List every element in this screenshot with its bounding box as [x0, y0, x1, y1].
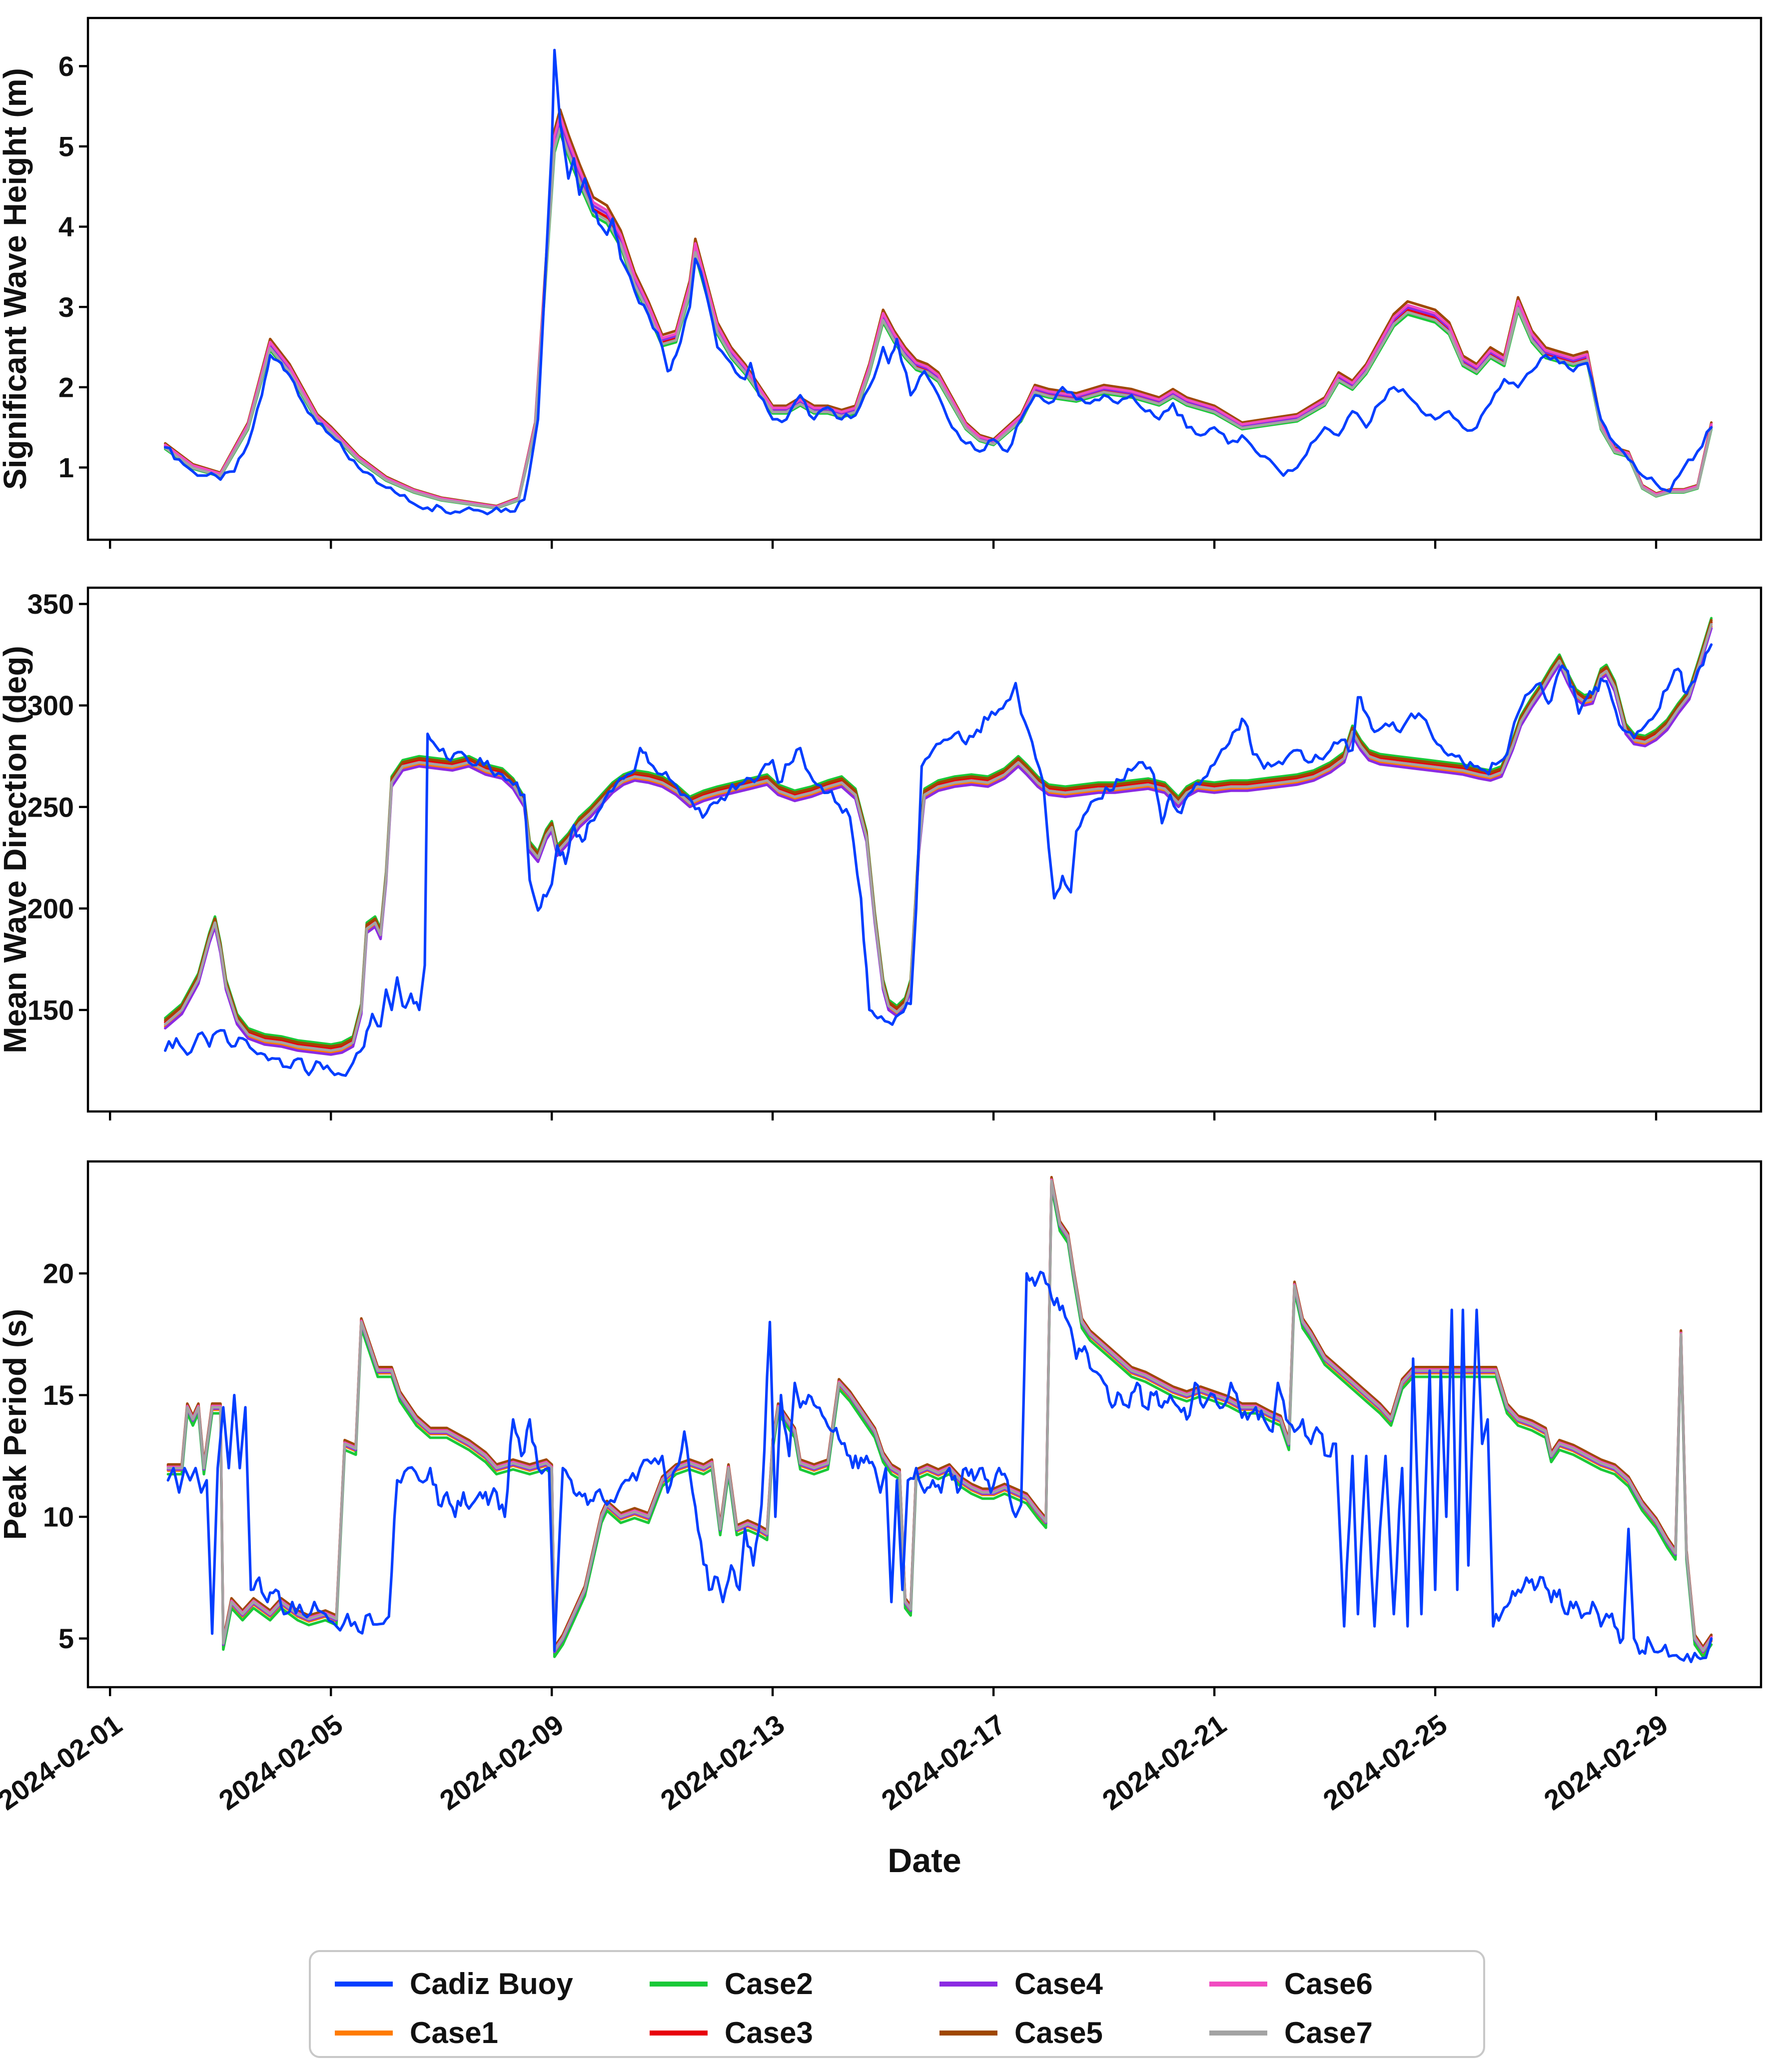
y-axis-label-panel-2: Mean Wave Direction (deg)	[0, 646, 33, 1053]
panel-1-plot-area	[164, 48, 1713, 516]
legend-item-case4: Case4	[939, 1967, 1103, 2001]
y-tick-label: 250	[27, 791, 74, 823]
y-tick-label: 200	[27, 893, 74, 924]
y-tick-label: 150	[27, 994, 74, 1026]
y-tick-label: 5	[58, 131, 74, 162]
legend-label-case6: Case6	[1284, 1967, 1373, 2001]
legend-label-case7: Case7	[1284, 2016, 1373, 2050]
y-tick-label: 350	[27, 588, 74, 620]
series-case7-panel3	[166, 1179, 1713, 1652]
y-tick-label: 5	[58, 1623, 74, 1654]
legend-item-case3: Case3	[650, 2016, 813, 2050]
legend-label-case3: Case3	[725, 2016, 813, 2050]
y-tick-label: 6	[58, 50, 74, 82]
y-tick-label: 1	[58, 452, 74, 483]
y-axis-label-panel-3: Peak Period (s)	[0, 1309, 33, 1540]
series-cadiz-buoy-panel2	[164, 643, 1713, 1077]
panel-2-plot-area	[164, 617, 1713, 1077]
panel-3-plot-area	[166, 1176, 1713, 1663]
y-tick-label: 3	[58, 291, 74, 323]
legend-label-case5: Case5	[1014, 2016, 1103, 2050]
series-cadiz-buoy-panel3	[166, 1270, 1713, 1663]
x-axis-label: Date	[888, 1842, 961, 1880]
legend-label-case4: Case4	[1014, 1967, 1103, 2001]
panel-2-frame	[86, 586, 1763, 1113]
legend-item-case5: Case5	[939, 2016, 1103, 2050]
legend-label-cadiz-buoy: Cadiz Buoy	[410, 1967, 573, 2001]
legend-item-case6: Case6	[1209, 1967, 1373, 2001]
legend-item-cadiz-buoy: Cadiz Buoy	[335, 1967, 573, 2001]
y-axis-label-panel-1: Significant Wave Height (m)	[0, 68, 33, 490]
legend-item-case2: Case2	[650, 1967, 813, 2001]
legend: Cadiz Buoy Case1 Case2 Case3 Case4 Case5 Case6…	[309, 1950, 1485, 2058]
legend-frame	[309, 1950, 1485, 2058]
legend-label-case1: Case1	[410, 2016, 498, 2050]
panel-1-frame	[86, 16, 1763, 541]
y-tick-label: 20	[43, 1258, 74, 1289]
series-cadiz-buoy-panel1	[164, 48, 1713, 516]
y-tick-label: 2	[58, 371, 74, 403]
y-tick-label: 300	[27, 690, 74, 721]
legend-item-case1: Case1	[335, 2016, 498, 2050]
y-tick-label: 15	[43, 1379, 74, 1411]
panel-3-frame	[86, 1160, 1763, 1689]
legend-item-case7: Case7	[1209, 2016, 1373, 2050]
legend-label-case2: Case2	[725, 1967, 813, 2001]
y-tick-label: 4	[58, 211, 74, 242]
y-tick-label: 10	[43, 1501, 74, 1533]
